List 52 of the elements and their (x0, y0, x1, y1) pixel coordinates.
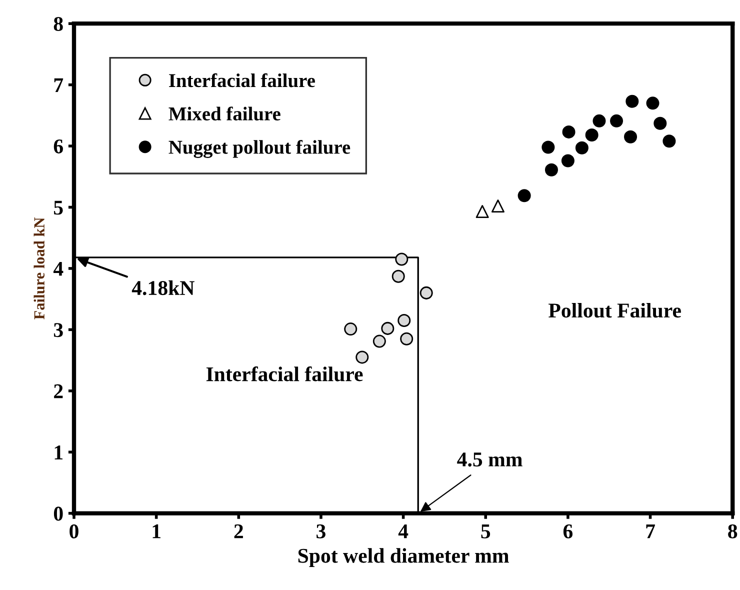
point (561, 154, 574, 168)
x-axis-title: Spot weld diameter mm (298, 548, 509, 568)
x-tick-label: 7 (646, 524, 655, 538)
x-tick-label: 6 (563, 524, 573, 538)
y-tick-label: 8 (54, 16, 63, 32)
x-tick-label: 1 (152, 524, 160, 538)
x-tick-label: 2 (234, 524, 243, 538)
point (654, 116, 667, 130)
point (392, 270, 405, 283)
x-tick-label: 3 (316, 524, 326, 538)
x-tick-label: 8 (728, 524, 738, 538)
y-tick-label: 6 (54, 139, 63, 154)
point (592, 114, 606, 128)
x-tick-label: 5 (481, 524, 490, 538)
annotation: 4.18kN (132, 280, 194, 296)
y-tick-label: 5 (54, 200, 63, 215)
point (575, 141, 588, 154)
y-tick-label: 4 (53, 262, 64, 276)
point (372, 334, 386, 348)
point (398, 314, 411, 327)
point (544, 163, 558, 176)
point (626, 94, 639, 108)
point (491, 200, 504, 213)
x-tick-label: 4 (398, 524, 408, 538)
point (476, 205, 489, 218)
y-tick-label: 0 (54, 506, 63, 521)
y-tick-label: 1 (54, 446, 63, 460)
annotation: Pollout Failure (548, 302, 681, 318)
legend-label: Nugget pollout failure (168, 140, 350, 158)
point (662, 134, 676, 148)
point (344, 322, 358, 336)
point (610, 114, 624, 128)
point (381, 322, 394, 335)
point (356, 350, 369, 364)
point (646, 96, 660, 110)
point (395, 252, 408, 266)
y-tick-label: 2 (54, 384, 63, 398)
annotation: 4.5 mm (457, 452, 522, 467)
point (518, 189, 531, 202)
point (400, 332, 414, 346)
legend-label: Interfacial failure (169, 73, 315, 88)
y-tick-label: 7 (54, 78, 64, 92)
legend-label: Mixed failure (168, 106, 280, 121)
y-tick-label: 3 (54, 323, 63, 338)
y-axis-title: Failure load kN (34, 217, 45, 320)
point (420, 286, 433, 300)
point (585, 128, 598, 142)
annotation: Interfacial failure (206, 366, 363, 382)
point (624, 130, 638, 144)
x-tick-label: 0 (70, 524, 78, 538)
point (562, 125, 576, 138)
point (542, 140, 555, 154)
